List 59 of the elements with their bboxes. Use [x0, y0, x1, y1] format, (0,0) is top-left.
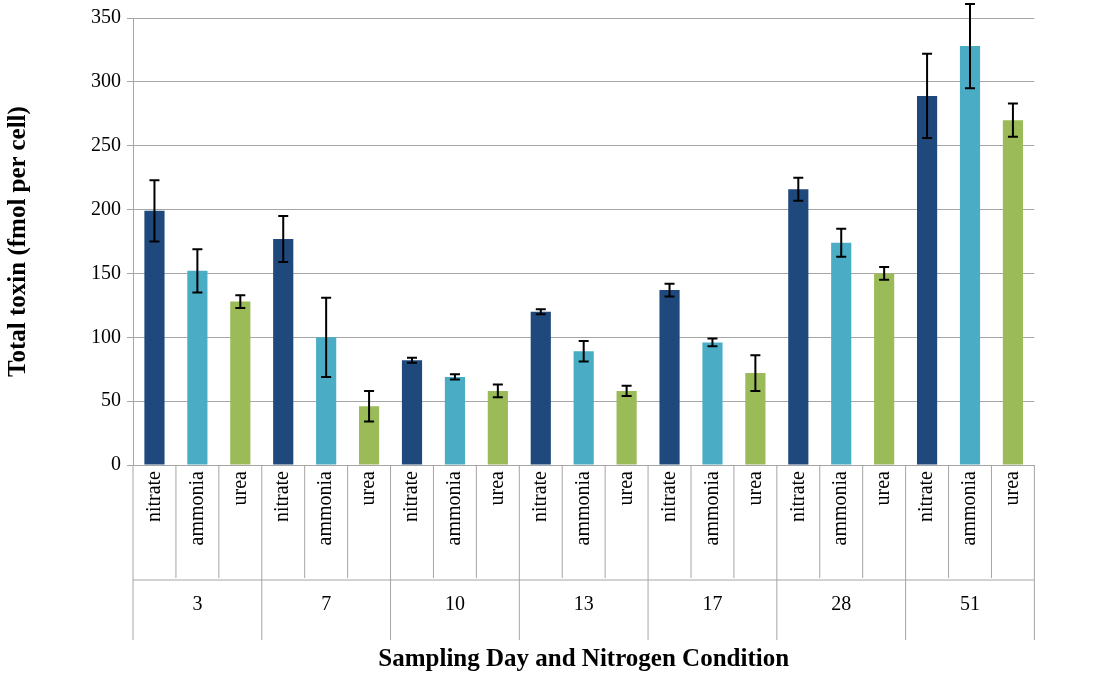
text: urea [613, 471, 636, 506]
text: nitrate [270, 471, 293, 523]
text: urea [1000, 471, 1023, 506]
bar [273, 238, 294, 465]
text: nitrate [141, 470, 164, 523]
text: ammonia [699, 471, 722, 546]
text: nitrate [656, 471, 679, 523]
text: urea [356, 471, 379, 506]
x-tick-label: 3 [192, 592, 203, 615]
bar [659, 290, 680, 465]
bar [616, 390, 637, 465]
text: urea [871, 471, 894, 506]
bar [874, 273, 895, 465]
x-tick-label: 17 [702, 592, 723, 615]
y-tick-label: 350 [91, 5, 121, 28]
bar [444, 376, 466, 465]
text: ammonia [313, 471, 336, 546]
text: ammonia [184, 470, 207, 546]
y-tick-label: 0 [111, 452, 121, 475]
x-axis-title: Sampling Day and Nitrogen Condition [378, 644, 790, 672]
text: urea [485, 471, 508, 506]
bar [788, 189, 809, 465]
text: urea [742, 471, 765, 506]
bar [187, 270, 208, 465]
x-tick-label: 51 [960, 592, 980, 615]
bar [959, 46, 981, 465]
text: ammonia [442, 471, 465, 546]
bar [401, 360, 423, 465]
x-tick-label: 10 [444, 592, 465, 615]
text: nitrate [528, 471, 551, 523]
bar [745, 373, 766, 465]
bar [316, 337, 337, 465]
bar [144, 210, 165, 465]
bar [530, 311, 551, 465]
y-tick-label: 50 [101, 388, 121, 411]
bar [916, 95, 938, 465]
text: ammonia [570, 471, 593, 546]
bar [831, 242, 852, 465]
bar [358, 406, 380, 465]
x-tick-label: 7 [321, 592, 332, 615]
y-tick-label: 200 [91, 196, 121, 219]
bar [230, 301, 251, 465]
text: ammonia [828, 471, 851, 546]
text: urea [227, 470, 250, 506]
x-tick-label: 13 [573, 592, 594, 615]
bar [487, 390, 508, 465]
text: nitrate [914, 471, 937, 523]
bar [573, 351, 594, 465]
y-axis-title: Total toxin (fmol per cell) [3, 106, 32, 377]
bar [1002, 120, 1024, 465]
x-tick-label: 28 [831, 592, 852, 615]
text: ammonia [957, 471, 980, 546]
y-tick-label: 150 [91, 260, 121, 283]
y-tick-label: 300 [91, 69, 121, 92]
bar [702, 342, 723, 465]
text: nitrate [399, 471, 422, 523]
y-tick-label: 250 [91, 132, 121, 155]
text: nitrate [785, 471, 808, 523]
y-tick-label: 100 [91, 324, 121, 347]
